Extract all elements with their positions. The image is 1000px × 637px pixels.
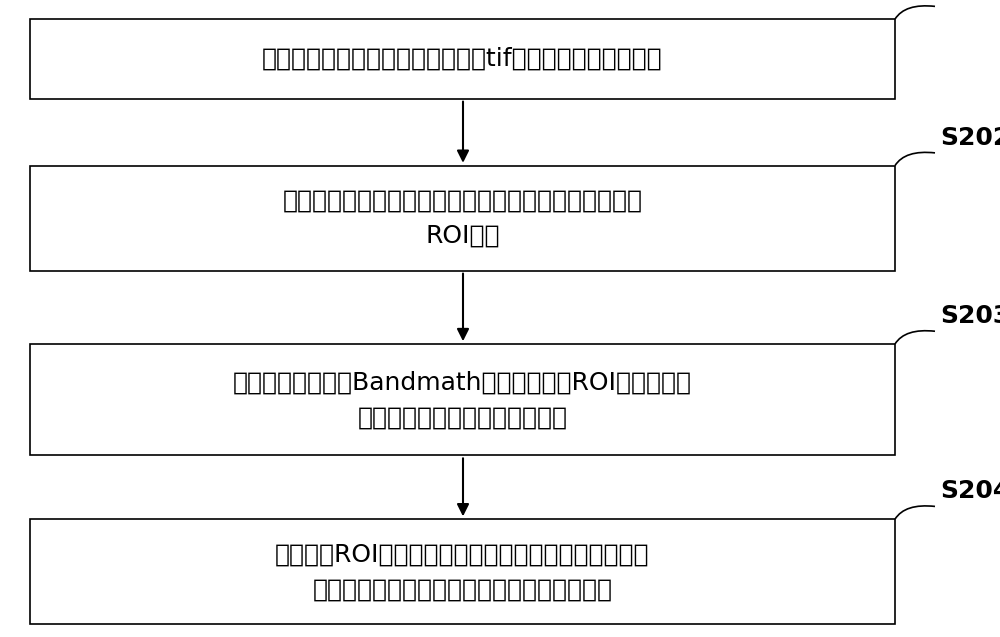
Text: 反射率，得到待测区域内冬小麦的光谱反射率: 反射率，得到待测区域内冬小麦的光谱反射率 [312,577,612,601]
Text: S203: S203 [940,304,1000,328]
Text: 波段的冬小麦植株的光谱反射率: 波段的冬小麦植株的光谱反射率 [358,405,568,429]
Text: ROI区域: ROI区域 [425,224,500,248]
Text: 计算所述ROI区域内五个波段的光谱反射率的平均光谱: 计算所述ROI区域内五个波段的光谱反射率的平均光谱 [275,542,650,566]
Bar [30,19,895,99]
Text: 利用波段运算工具Bandmath分别计算待测ROI区域内五个: 利用波段运算工具Bandmath分别计算待测ROI区域内五个 [233,370,692,394]
Text: S202: S202 [940,125,1000,150]
Bar [30,166,895,271]
Text: S204: S204 [940,479,1000,503]
Text: 根据所述合成的五波段光谱影像利用掩膜方法构建待测: 根据所述合成的五波段光谱影像利用掩膜方法构建待测 [283,189,642,213]
Text: S201: S201 [940,0,1000,3]
Bar [30,344,895,455]
Text: 将所述五波段的光谱影像合成一个tif格式的五波段光谱影像: 将所述五波段的光谱影像合成一个tif格式的五波段光谱影像 [262,47,663,71]
Bar [30,519,895,624]
